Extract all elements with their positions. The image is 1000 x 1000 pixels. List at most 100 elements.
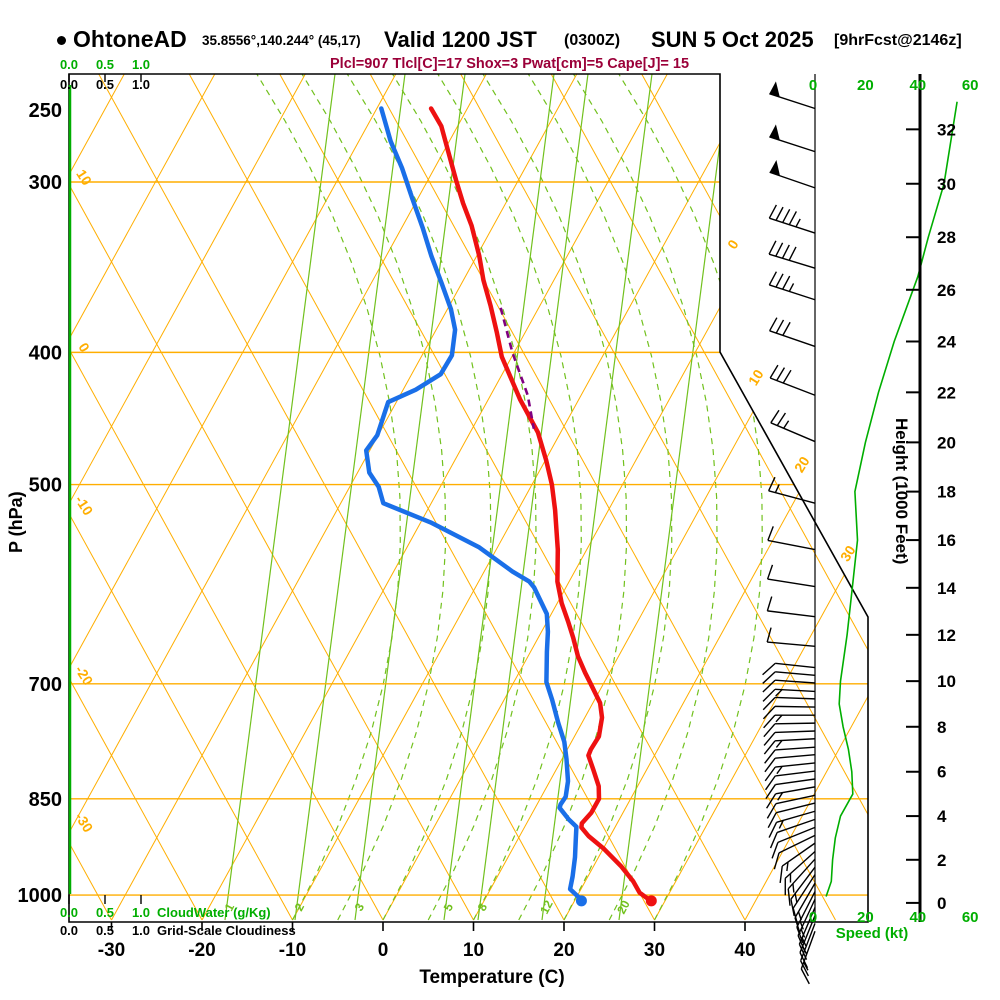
wind-barb-feather xyxy=(769,832,778,849)
isotherm-line xyxy=(111,74,578,921)
wind-barb xyxy=(762,662,816,676)
mixing-ratio-label: 5 xyxy=(441,901,457,914)
wind-barb-half-feather xyxy=(800,928,806,938)
wind-barb-shaft xyxy=(800,923,816,962)
speed-tick-label: 20 xyxy=(857,909,874,926)
wind-barb-feather xyxy=(767,526,774,541)
dry-adiabat-line xyxy=(69,74,384,921)
wind-barb xyxy=(766,627,816,647)
wind-barb-feather xyxy=(763,740,776,755)
wind-barb xyxy=(765,778,816,800)
wind-barb xyxy=(800,923,816,977)
wind-barb xyxy=(764,762,816,782)
wind-barb xyxy=(769,124,816,153)
temp-tick-label: 40 xyxy=(734,940,755,961)
wind-barb-feather xyxy=(762,671,776,684)
wind-barb-feather xyxy=(790,899,795,916)
wind-barb-feather xyxy=(766,564,774,580)
wind-barb-feather xyxy=(782,321,791,336)
mixing-ratio-line xyxy=(618,74,730,921)
cloudwater-scale-label: 0.5 xyxy=(96,57,114,72)
speed-tick-label: 0 xyxy=(809,77,817,94)
height-tick-label: 8 xyxy=(937,718,946,737)
wind-barb-shaft xyxy=(769,171,816,189)
wind-barb-feather xyxy=(787,888,791,906)
wind-barb-shaft xyxy=(775,679,816,684)
mixing-ratio-label: 8 xyxy=(475,901,491,914)
wind-barb-feather xyxy=(765,784,776,800)
wind-barb xyxy=(800,931,816,985)
wind-barb-feather xyxy=(766,793,777,809)
station-bullet-icon xyxy=(57,36,66,45)
wind-barb xyxy=(763,738,816,755)
wind-barb-feather xyxy=(768,821,778,838)
wind-barb-feather xyxy=(762,688,776,702)
wind-barb-feather xyxy=(764,775,776,791)
wind-barb-shaft xyxy=(776,810,816,823)
dry-adiabat-label: 10 xyxy=(73,166,95,188)
wind-barb-feather xyxy=(779,865,783,884)
wind-barb-half-feather xyxy=(775,689,783,697)
wind-barb-feather xyxy=(769,317,778,332)
mixing-ratio-label: 12 xyxy=(537,898,556,917)
wind-barb-feather xyxy=(764,766,776,782)
wind-barb-feather xyxy=(762,662,776,676)
wind-barb xyxy=(768,271,816,301)
wind-barb xyxy=(787,858,816,906)
wind-barb-shaft xyxy=(792,874,816,909)
wind-barb-half-feather xyxy=(795,218,801,228)
wind-barb-shaft xyxy=(769,377,816,396)
pressure-axis-title: P (hPa) xyxy=(6,491,26,553)
wind-barb xyxy=(768,204,816,234)
height-tick-label: 26 xyxy=(937,281,956,300)
wind-barb-feather xyxy=(768,240,777,255)
moist-adiabat-line xyxy=(346,74,492,921)
wind-barb-shaft xyxy=(767,610,816,618)
moist-adiabat-line xyxy=(301,74,447,921)
wind-barb-shaft xyxy=(774,696,816,700)
valid-date: SUN 5 Oct 2025 xyxy=(651,27,814,52)
height-tick-label: 28 xyxy=(937,228,956,247)
wind-barb xyxy=(769,317,816,348)
wind-barb xyxy=(767,802,816,829)
isotherm-line xyxy=(654,74,868,921)
wind-barb-feather xyxy=(776,412,787,426)
valid-time-z: (0300Z) xyxy=(564,32,621,49)
height-tick-label: 14 xyxy=(937,579,956,598)
height-tick-label: 4 xyxy=(937,807,947,826)
isotherm-label: 0 xyxy=(724,237,742,252)
speed-axis-title: Speed (kt) xyxy=(836,925,909,942)
wind-barb-shaft xyxy=(767,539,816,551)
wind-barb xyxy=(771,826,816,859)
wind-barb-half-feather xyxy=(775,714,783,723)
wind-barb-shaft xyxy=(775,762,816,768)
temp-tick-label: -10 xyxy=(279,940,306,961)
wind-barb-feather xyxy=(768,204,778,219)
wind-barb-feather xyxy=(775,319,785,334)
wind-barb-feather xyxy=(763,714,776,729)
wind-barb-feather xyxy=(766,627,772,643)
mixing-ratio-label: 20 xyxy=(614,898,633,917)
wind-barb-shaft xyxy=(776,802,816,814)
wind-barb-feather xyxy=(796,926,804,944)
pressure-tick-label: 850 xyxy=(29,789,62,811)
wind-barb-feather xyxy=(788,246,797,261)
isotherm-line xyxy=(201,74,668,921)
wind-barb-shaft xyxy=(767,641,816,647)
wind-barb-shaft xyxy=(775,738,816,742)
dry-adiabat-line xyxy=(69,74,293,921)
wind-barb xyxy=(773,834,816,870)
height-axis-title: Height (1000 Feet) xyxy=(892,418,911,564)
wind-barb-feather xyxy=(775,273,784,288)
wind-barb-half-feather xyxy=(777,792,784,801)
wind-barb-feather xyxy=(766,596,773,612)
temperature-curve xyxy=(428,106,652,903)
moist-adiabat-line xyxy=(482,74,628,921)
wind-barb xyxy=(762,688,816,702)
wind-barb-shaft xyxy=(775,778,816,786)
forecast-tag: [9hrFcst@2146z] xyxy=(834,32,962,49)
speed-tick-label: 40 xyxy=(909,77,926,94)
wind-barb-feather xyxy=(764,757,776,773)
wind-barb-feather xyxy=(767,812,777,829)
